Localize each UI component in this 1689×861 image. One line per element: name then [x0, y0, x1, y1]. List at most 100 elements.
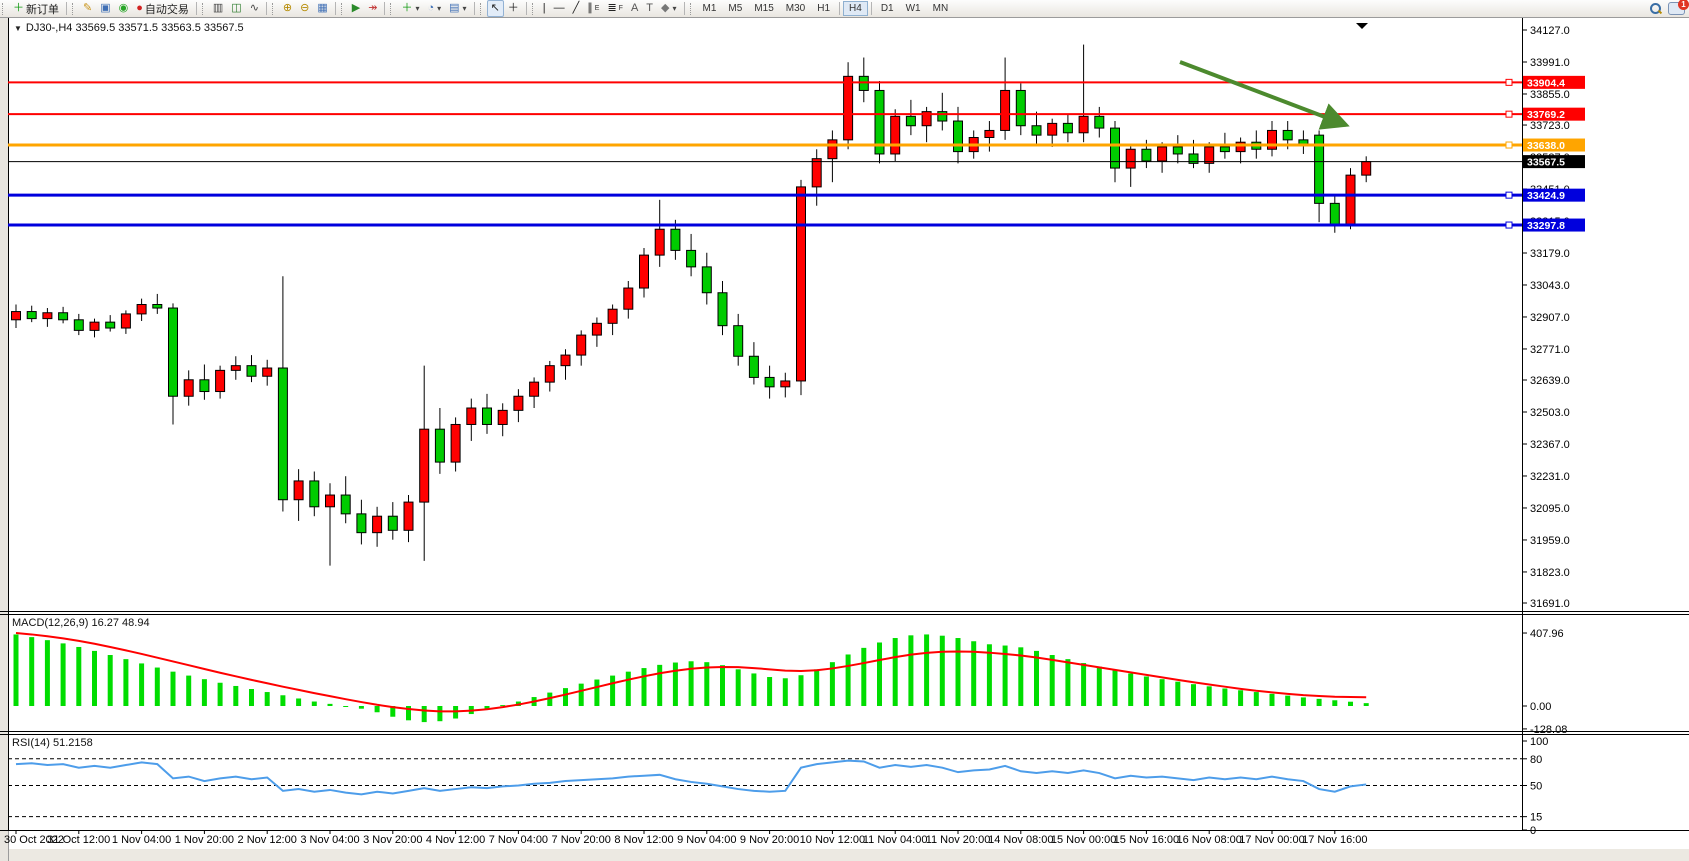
new-order-button[interactable]: ＋新订单 [9, 0, 63, 17]
candle-body [544, 365, 555, 383]
text-label-icon: T [646, 2, 654, 14]
price-axis-tick: 32771.0 [1530, 344, 1570, 356]
text-label-button[interactable]: T [642, 0, 657, 17]
macd-histogram-bar [107, 655, 113, 706]
candle-body [796, 186, 806, 382]
search-icon[interactable] [1649, 2, 1662, 15]
macd-histogram-bar [343, 706, 349, 707]
chart-shift-marker-icon[interactable] [1356, 23, 1368, 29]
price-tag: 33904.4 [1523, 75, 1585, 89]
macd-histogram-bar [939, 635, 945, 706]
price-axis[interactable]: 34127.033991.033855.033723.033587.033451… [1522, 25, 1585, 610]
rsi-axis-tick: 15 [1530, 812, 1542, 824]
candle-body [11, 311, 21, 321]
crosshair-icon: ＋ [507, 2, 519, 14]
chart-shift-button[interactable]: ↠ [364, 0, 381, 17]
candle-body [277, 367, 288, 501]
macd-histogram-bar [955, 638, 961, 706]
text-button[interactable]: A [627, 0, 642, 17]
candle-body [1031, 125, 1042, 136]
candle-body [1141, 148, 1152, 162]
timeframe-h4-button[interactable]: H4 [843, 1, 868, 16]
time-axis-label: 9 Nov 04:00 [677, 834, 736, 846]
chevron-down-icon[interactable]: ▾ [462, 4, 467, 13]
horizontal-line-icon: — [553, 2, 565, 14]
trend-arrow[interactable] [1179, 60, 1350, 130]
tile-windows-icon: ▦ [317, 2, 328, 14]
macd-pane[interactable]: 407.96 0.00 -128.08 [13, 628, 1568, 736]
candle-body [639, 254, 649, 289]
zoom-out-button[interactable]: ⊖ [296, 0, 313, 17]
candle-body [105, 321, 116, 329]
channel-button[interactable]: ∥ E [583, 0, 603, 17]
candle-body [152, 304, 163, 309]
level-anchor[interactable] [1505, 110, 1513, 118]
zoom-in-button[interactable]: ⊕ [279, 0, 296, 17]
auto-scroll-button[interactable]: ▶ [348, 0, 364, 17]
candlestick-button[interactable]: ◫ [227, 0, 245, 17]
styles-button[interactable]: ✎ [79, 0, 96, 17]
time-axis-label: 8 Nov 12:00 [614, 834, 673, 846]
templates-button[interactable]: ▤ ▾ [445, 0, 470, 17]
macd-histogram-bar [1096, 666, 1102, 706]
timeframe-m5-button[interactable]: M5 [728, 3, 743, 14]
macd-histogram-bar [1049, 655, 1055, 706]
timeframe-d1-button[interactable]: D1 [880, 3, 894, 14]
candle-body [325, 494, 335, 508]
signals-button[interactable]: ◉ [115, 0, 133, 17]
level-anchor[interactable] [1505, 221, 1513, 229]
rsi-pane[interactable]: 100 80 50 150 [8, 736, 1548, 837]
macd-histogram-bar [986, 644, 992, 706]
line-chart-button[interactable]: ∿ [246, 0, 263, 17]
chevron-down-icon[interactable]: ▾ [672, 4, 677, 13]
macd-label: MACD(12,26,9) 16.27 48.94 [12, 617, 150, 629]
time-axis-label: 17 Nov 16:00 [1302, 834, 1367, 846]
tile-windows-button[interactable]: ▦ [313, 0, 331, 17]
profiles-button[interactable]: ▣ [96, 0, 114, 17]
candle-body [497, 409, 508, 425]
rsi-axis-tick: 100 [1530, 736, 1548, 748]
candle-body [937, 111, 948, 122]
autotrading-button[interactable]: ● 自动交易 [132, 0, 193, 17]
timeframe-h1-button[interactable]: H1 [817, 3, 831, 14]
periods-button[interactable]: ◔ ▾ [423, 0, 445, 17]
level-anchor[interactable] [1505, 191, 1513, 199]
candle-body [1015, 89, 1026, 127]
candle-body [168, 307, 178, 397]
vertical-line-button[interactable]: | [539, 0, 550, 17]
crosshair-button[interactable]: ＋ [504, 0, 523, 17]
candlestick-icon: ◫ [231, 2, 242, 14]
trendline-button[interactable]: ╱ [569, 0, 584, 17]
chat-icon[interactable]: 1 [1668, 0, 1689, 15]
chevron-down-icon[interactable]: ▾ [415, 4, 420, 13]
level-anchor[interactable] [1505, 141, 1513, 149]
timeframe-m30-button[interactable]: M30 [785, 3, 806, 14]
time-axis-label: 7 Nov 04:00 [489, 834, 548, 846]
indicators-button[interactable]: ＋ ▾ [397, 0, 423, 17]
timeframe-m1-button[interactable]: M1 [702, 3, 717, 14]
macd-histogram-bar [751, 673, 757, 706]
candle-body [890, 115, 901, 155]
macd-histogram-bar [578, 683, 584, 706]
level-anchor[interactable] [1505, 78, 1513, 86]
rsi-axis-tick: 80 [1530, 754, 1542, 766]
window-bottom-edge [0, 849, 1689, 861]
fibonacci-button[interactable]: ≣ F [603, 0, 627, 17]
timeframe-m15-button[interactable]: M15 [754, 3, 774, 14]
cursor-button[interactable]: ↖ [486, 0, 504, 17]
macd-histogram-bar [625, 671, 631, 706]
candle-body [246, 365, 257, 377]
symbol-dropdown-icon[interactable]: ▼ [14, 24, 22, 33]
chevron-down-icon[interactable]: ▾ [437, 4, 442, 13]
timeframe-w1-button[interactable]: W1 [905, 3, 921, 14]
bar-chart-button[interactable]: ▥ [209, 0, 227, 17]
horizontal-line-button[interactable]: — [550, 0, 569, 17]
timeframe-mn-button[interactable]: MN [932, 3, 949, 14]
chart-title-text: DJ30-,H4 33569.5 33571.5 33563.5 33567.5 [25, 22, 244, 34]
shapes-button[interactable]: ◆ ▾ [657, 0, 680, 17]
sound-icon: ◉ [118, 2, 129, 14]
candle-body [482, 407, 492, 425]
candle-body [372, 515, 383, 534]
